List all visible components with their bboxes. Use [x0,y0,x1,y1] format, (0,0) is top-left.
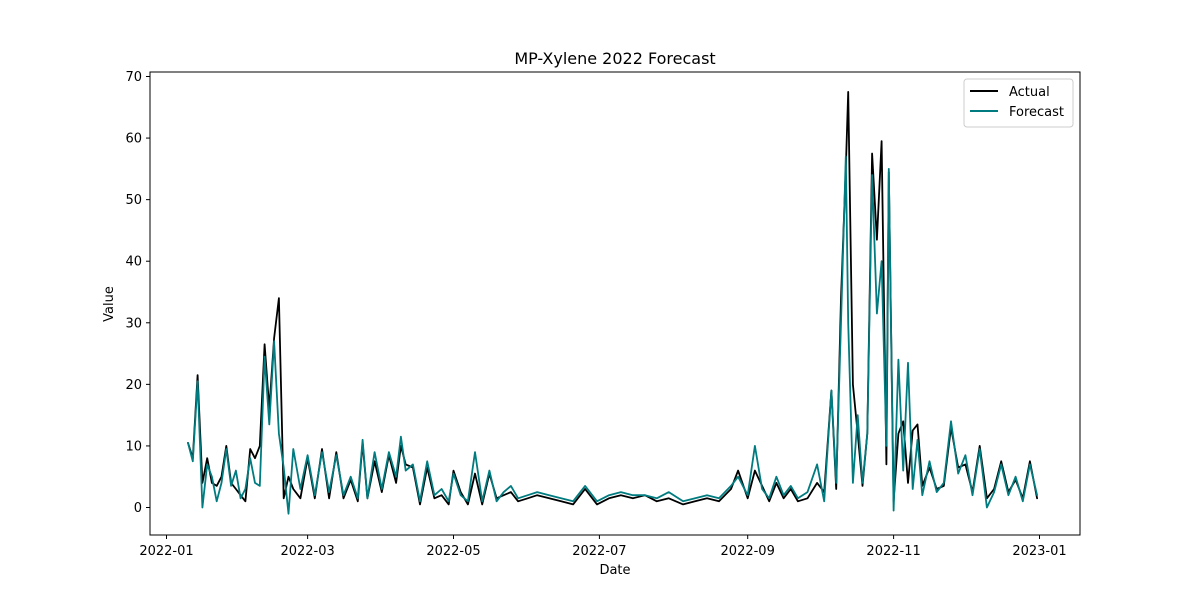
legend-label-forecast: Forecast [1009,105,1064,120]
y-tick-label: 60 [125,132,142,147]
x-tick-label: 2022-03 [280,544,334,559]
x-tick-label: 2023-01 [1012,544,1066,559]
y-axis-label: Value [102,286,117,322]
x-tick-label: 2022-01 [139,544,193,559]
legend: Actual Forecast [963,78,1074,128]
plot-frame [149,71,1081,536]
series-line-forecast [187,155,1038,515]
y-tick-label: 10 [125,439,142,454]
series-layer [187,91,1038,515]
x-tick-label: 2022-07 [572,544,626,559]
y-tick-label: 0 [134,501,142,516]
x-tick-label: 2022-09 [721,544,775,559]
legend-label-actual: Actual [1009,85,1050,100]
y-tick-label: 30 [125,316,142,331]
y-tick-label: 50 [125,193,142,208]
x-axis-label: Date [599,563,630,578]
chart-title: MP-Xylene 2022 Forecast [514,49,715,68]
y-tick-label: 20 [125,378,142,393]
x-tick-label: 2022-11 [866,544,920,559]
axes-layer: 0 10 20 30 40 50 60 70 2022-01 2022-03 2022-05 2022… [125,70,1066,559]
y-tick-label: 70 [125,70,142,85]
x-tick-label: 2022-05 [426,544,480,559]
y-tick-label: 40 [125,255,142,270]
